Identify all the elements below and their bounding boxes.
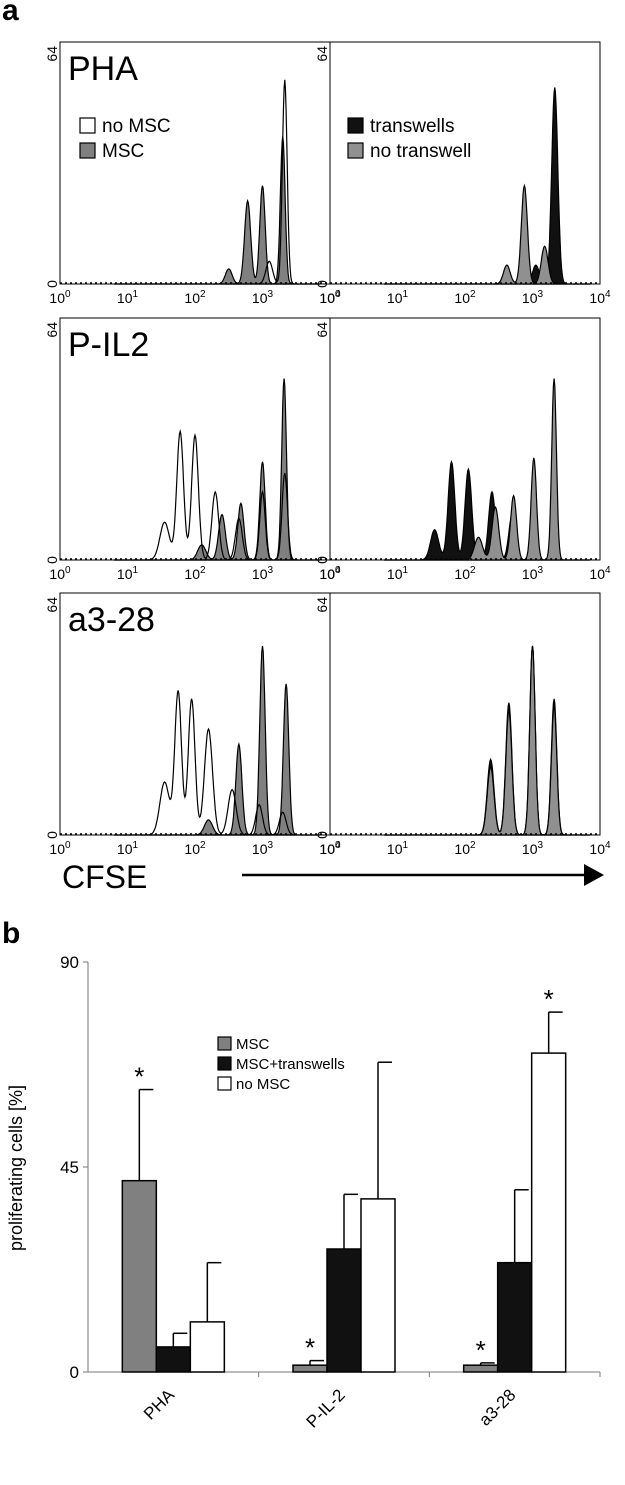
x-tick-label: 101	[387, 289, 409, 306]
legend-label: no MSC	[102, 116, 171, 137]
x-tick-label: 102	[454, 840, 476, 857]
x-tick-label: 100	[319, 289, 341, 306]
y-tick-zero: 0	[314, 556, 330, 564]
x-tick-label: 101	[117, 840, 139, 857]
bar-msc	[462, 1364, 499, 1373]
significance-star: *	[134, 1062, 144, 1092]
y-tick-max: 64	[314, 597, 330, 613]
x-tick-label: 100	[49, 840, 71, 857]
y-tick-zero: 0	[314, 280, 330, 288]
y-tick-label: 45	[60, 1158, 79, 1177]
x-tick-label: 101	[117, 289, 139, 306]
x-tick-label: 103	[252, 565, 274, 582]
x-tick-label: 101	[387, 565, 409, 582]
histogram-series-no-transwell	[384, 645, 590, 836]
legend-label: MSC	[102, 141, 144, 162]
x-tick-label: 103	[522, 840, 544, 857]
x-tick-label: 100	[319, 840, 341, 857]
x-tick-label: 100	[319, 565, 341, 582]
x-tick-label: 104	[319, 565, 341, 582]
x-tick-label: 101	[387, 840, 409, 857]
y-tick-label: 0	[70, 1363, 79, 1382]
x-tick-label: 104	[319, 840, 341, 857]
y-tick-label: 90	[60, 953, 79, 972]
y-tick-zero: 0	[44, 556, 60, 564]
bar-msc	[292, 1364, 328, 1373]
bar-legend-swatch	[217, 1056, 232, 1071]
significance-star: *	[544, 984, 554, 1014]
cfse-axis-label: CFSE	[62, 859, 147, 895]
y-tick-max: 64	[44, 597, 60, 613]
bar-legend-swatch	[217, 1076, 232, 1091]
legend-label: no transwell	[370, 141, 471, 162]
histogram-row-title: P-IL2	[68, 326, 149, 364]
x-tick-label: 103	[252, 840, 274, 857]
histogram-series-no-msc	[114, 428, 320, 561]
x-tick-label: 102	[454, 289, 476, 306]
legend-swatch	[347, 142, 364, 159]
y-tick-max: 64	[314, 322, 330, 338]
x-tick-label: 101	[117, 565, 139, 582]
bar-chart: 0 45 90 * PHA * P-IL-2 * * a3-28 MSC MSC+transwells…	[60, 953, 601, 1432]
x-tick-label: 102	[184, 565, 206, 582]
legend-swatch	[79, 142, 96, 159]
category-label: a3-28	[475, 1385, 519, 1429]
y-tick-zero: 0	[44, 831, 60, 839]
bar-msc-transwells	[155, 1346, 192, 1373]
histogram-series-no-transwell	[384, 378, 590, 561]
panel-a-label: a	[2, 0, 19, 27]
x-tick-label: 103	[522, 565, 544, 582]
x-tick-label: 102	[454, 565, 476, 582]
significance-star: *	[305, 1333, 315, 1363]
x-tick-label: 104	[589, 840, 611, 857]
x-tick-label: 102	[184, 840, 206, 857]
histogram-row-title: a3-28	[68, 601, 155, 639]
bar-legend-label: MSC	[236, 1036, 270, 1053]
y-tick-max: 64	[314, 46, 330, 62]
y-tick-zero: 0	[314, 831, 330, 839]
legend-swatch	[347, 117, 364, 134]
x-tick-label: 102	[184, 289, 206, 306]
bar-msc-transwells	[326, 1248, 362, 1373]
x-tick-label: 100	[49, 289, 71, 306]
panel-b-label: b	[2, 917, 20, 950]
bar-legend-label: MSC+transwells	[236, 1056, 345, 1073]
bar-legend-label: no MSC	[236, 1076, 290, 1093]
x-tick-label: 104	[589, 289, 611, 306]
histogram-series-no-msc	[114, 690, 320, 836]
significance-star: *	[476, 1335, 486, 1365]
y-tick-zero: 0	[44, 280, 60, 288]
cfse-arrow	[242, 864, 604, 886]
x-tick-label: 103	[522, 289, 544, 306]
y-tick-max: 64	[44, 322, 60, 338]
bar-no-msc	[530, 1052, 567, 1373]
bar-legend-swatch	[217, 1036, 232, 1051]
histogram-row-title: PHA	[68, 50, 138, 88]
histogram-frame	[329, 592, 601, 836]
bar-no-msc	[360, 1198, 396, 1373]
bar-y-axis-label: proliferating cells [%]	[6, 1085, 26, 1251]
bar-msc	[121, 1179, 158, 1373]
histogram-series-no-transwell	[384, 183, 590, 285]
bar-msc-transwells	[496, 1261, 533, 1373]
legend-label: transwells	[370, 116, 454, 137]
bar-no-msc	[189, 1321, 226, 1373]
category-label: PHA	[140, 1385, 179, 1424]
x-tick-label: 104	[319, 289, 341, 306]
y-tick-max: 64	[44, 46, 60, 62]
x-tick-label: 104	[589, 565, 611, 582]
histogram-series-no-msc	[114, 79, 320, 285]
x-tick-label: 103	[252, 289, 274, 306]
category-label: P-IL-2	[303, 1385, 349, 1431]
x-tick-label: 100	[49, 565, 71, 582]
legend-swatch	[79, 117, 96, 134]
